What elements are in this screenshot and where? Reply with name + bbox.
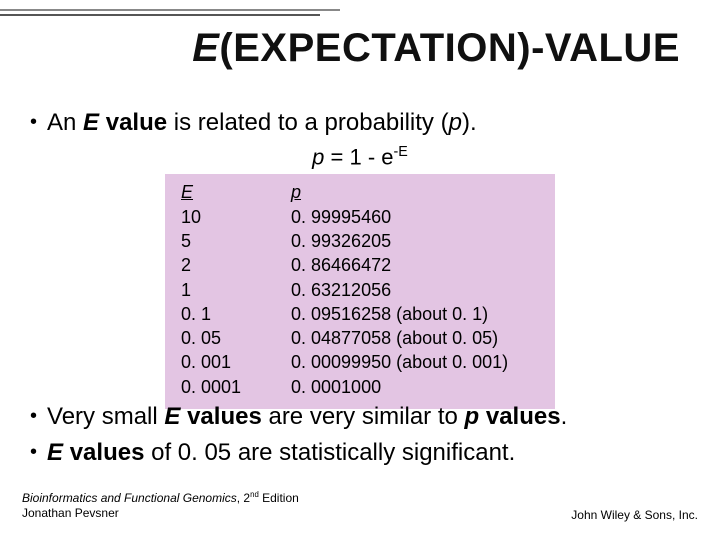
table-cell-p: 0. 99326205 bbox=[291, 229, 539, 253]
slide-body: • An E value is related to a probability… bbox=[30, 108, 690, 419]
footer-left: Bioinformatics and Functional Genomics, … bbox=[22, 490, 299, 522]
table-cell-p: 0. 09516258 (about 0. 1) bbox=[291, 302, 539, 326]
c2-rest: of 0. 05 are statistically significant. bbox=[144, 439, 515, 466]
c2-e: E bbox=[47, 439, 63, 466]
conclusion-1-text: Very small E values are very similar to … bbox=[47, 402, 567, 432]
c1-p: p bbox=[465, 403, 480, 430]
footer-edition-suffix: Edition bbox=[259, 491, 299, 505]
table-cell-e: 0. 1 bbox=[181, 302, 291, 326]
conclusion-bullet-2: • E values of 0. 05 are statistically si… bbox=[30, 438, 690, 468]
ep-table-grid: E p 100. 9999546050. 9932620520. 8646647… bbox=[181, 180, 539, 399]
intro-e: E bbox=[83, 109, 99, 136]
table-cell-e: 2 bbox=[181, 253, 291, 277]
table-cell-p: 0. 99995460 bbox=[291, 205, 539, 229]
footer-edition-sup: nd bbox=[250, 490, 259, 499]
formula-p: p bbox=[312, 144, 324, 169]
table-cell-p: 0. 04877058 (about 0. 05) bbox=[291, 326, 539, 350]
table-cell-e: 1 bbox=[181, 278, 291, 302]
table-header-p: p bbox=[291, 180, 539, 204]
intro-text: An E value is related to a probability (… bbox=[47, 108, 477, 138]
c2-mid: values bbox=[63, 439, 144, 466]
intro-mid: value bbox=[99, 109, 167, 136]
slide: E(EXPECTATION)-VALUE • An E value is rel… bbox=[0, 0, 720, 540]
table-cell-p: 0. 63212056 bbox=[291, 278, 539, 302]
table-cell-p: 0. 0001000 bbox=[291, 375, 539, 399]
intro-after: is related to a probability ( bbox=[167, 109, 448, 136]
footer-author: Jonathan Pevsner bbox=[22, 506, 119, 520]
footer-right: John Wiley & Sons, Inc. bbox=[571, 508, 698, 522]
intro-bullet: • An E value is related to a probability… bbox=[30, 108, 690, 138]
table-cell-e: 5 bbox=[181, 229, 291, 253]
decorative-line bbox=[0, 14, 320, 16]
table-cell-p: 0. 86466472 bbox=[291, 253, 539, 277]
table-cell-e: 0. 05 bbox=[181, 326, 291, 350]
bullet-dot-icon: • bbox=[30, 438, 37, 466]
intro-suffix: ). bbox=[462, 109, 477, 136]
table-header-e: E bbox=[181, 180, 291, 204]
conclusions: • Very small E values are very similar t… bbox=[30, 402, 690, 474]
c1-mid2: are very similar to bbox=[262, 403, 465, 430]
c1-prefix: Very small bbox=[47, 403, 164, 430]
bullet-dot-icon: • bbox=[30, 402, 37, 430]
footer-edition-comma: , 2 bbox=[237, 491, 250, 505]
conclusion-bullet-1: • Very small E values are very similar t… bbox=[30, 402, 690, 432]
c1-mid1: values bbox=[180, 403, 261, 430]
bullet-dot-icon: • bbox=[30, 108, 37, 136]
intro-prefix: An bbox=[47, 109, 83, 136]
ep-table: E p 100. 9999546050. 9932620520. 8646647… bbox=[165, 174, 555, 409]
conclusion-2-text: E values of 0. 05 are statistically sign… bbox=[47, 438, 515, 468]
intro-p: p bbox=[449, 109, 462, 136]
formula-eq: = 1 - e bbox=[324, 144, 393, 169]
table-cell-e: 10 bbox=[181, 205, 291, 229]
table-cell-p: 0. 00099950 (about 0. 001) bbox=[291, 350, 539, 374]
c1-e: E bbox=[164, 403, 180, 430]
title-rest: (EXPECTATION)-VALUE bbox=[219, 26, 680, 70]
c1-suffix: . bbox=[561, 403, 568, 430]
title-italic-e: E bbox=[192, 26, 219, 70]
c1-mid3: values bbox=[479, 403, 560, 430]
footer-book-title: Bioinformatics and Functional Genomics bbox=[22, 491, 237, 505]
table-cell-e: 0. 001 bbox=[181, 350, 291, 374]
formula-exp: -E bbox=[394, 144, 408, 160]
formula: p = 1 - e-E bbox=[30, 144, 690, 170]
table-cell-e: 0. 0001 bbox=[181, 375, 291, 399]
slide-title: E(EXPECTATION)-VALUE bbox=[192, 26, 680, 71]
